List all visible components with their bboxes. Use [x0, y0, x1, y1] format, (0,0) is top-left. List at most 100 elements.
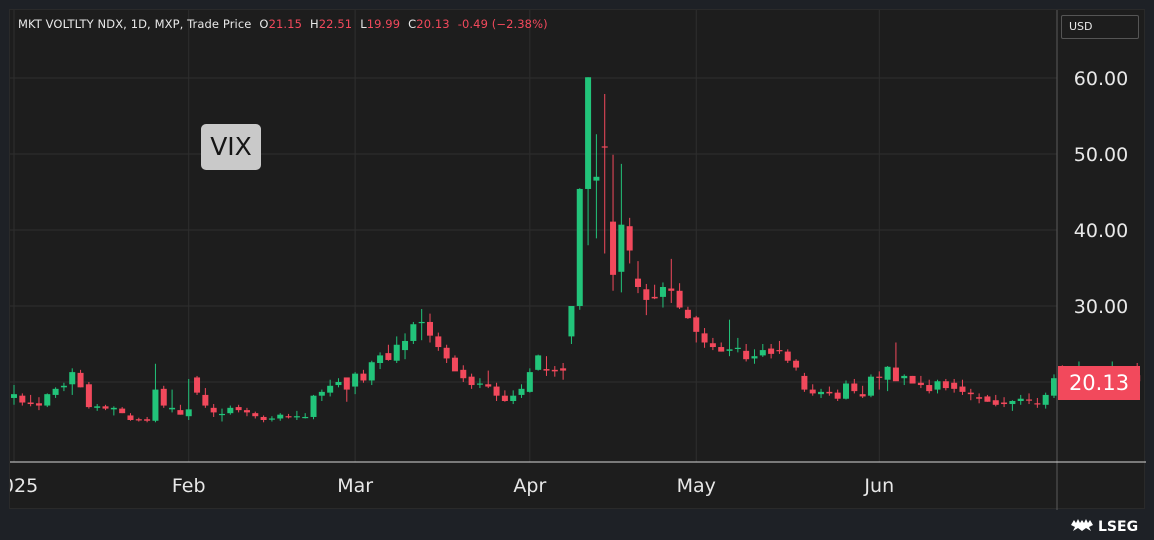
candle[interactable] — [318, 389, 325, 401]
candle[interactable] — [726, 319, 733, 357]
candle[interactable] — [285, 413, 292, 419]
candle[interactable] — [352, 372, 359, 395]
candle[interactable] — [793, 359, 800, 371]
candle[interactable] — [618, 163, 625, 293]
candle[interactable] — [551, 366, 558, 377]
candle[interactable] — [659, 282, 666, 308]
candle[interactable] — [876, 371, 883, 390]
candle[interactable] — [518, 384, 525, 398]
candle[interactable] — [934, 379, 941, 394]
candle[interactable] — [152, 363, 159, 423]
candle[interactable] — [410, 321, 417, 344]
candle[interactable] — [451, 355, 458, 372]
candle[interactable] — [493, 382, 500, 401]
candle[interactable] — [402, 333, 409, 360]
candle[interactable] — [427, 313, 433, 343]
candle[interactable] — [243, 407, 250, 417]
candle[interactable] — [310, 394, 317, 420]
candle[interactable] — [535, 354, 542, 371]
candle[interactable] — [160, 385, 167, 408]
candle[interactable] — [992, 394, 999, 407]
candle[interactable] — [135, 417, 142, 422]
candle[interactable] — [468, 373, 475, 389]
candle[interactable] — [52, 387, 59, 398]
candle[interactable] — [510, 390, 517, 405]
candle[interactable] — [302, 413, 309, 419]
candle[interactable] — [335, 378, 342, 388]
candle[interactable] — [967, 388, 974, 401]
candle[interactable] — [784, 349, 791, 363]
candle[interactable] — [709, 337, 716, 351]
candle[interactable] — [1001, 397, 1008, 408]
candle[interactable] — [826, 386, 833, 396]
candle[interactable] — [268, 416, 275, 422]
candle[interactable] — [11, 385, 17, 405]
candle[interactable] — [77, 369, 84, 388]
candle[interactable] — [526, 368, 533, 393]
candle[interactable] — [102, 404, 109, 411]
candle[interactable] — [884, 366, 891, 392]
candle[interactable] — [926, 379, 933, 394]
candle[interactable] — [851, 378, 858, 394]
candle[interactable] — [169, 389, 176, 413]
candle[interactable] — [19, 393, 26, 406]
candle[interactable] — [734, 337, 741, 353]
candle[interactable] — [867, 374, 874, 398]
candle[interactable] — [751, 349, 758, 364]
candle[interactable] — [718, 342, 725, 352]
candle[interactable] — [235, 404, 242, 413]
candle[interactable] — [393, 336, 400, 363]
candle[interactable] — [576, 188, 583, 310]
currency-selector[interactable]: USD — [1061, 15, 1139, 39]
candle[interactable] — [385, 344, 392, 361]
candle[interactable] — [110, 406, 117, 416]
candle[interactable] — [327, 379, 334, 397]
candle[interactable] — [227, 405, 234, 415]
candle[interactable] — [27, 394, 34, 407]
candle[interactable] — [293, 410, 300, 420]
candle[interactable] — [610, 154, 617, 291]
candle[interactable] — [743, 344, 750, 362]
candle[interactable] — [185, 378, 192, 420]
candle[interactable] — [776, 340, 783, 354]
candle[interactable] — [69, 368, 76, 395]
candle[interactable] — [501, 390, 508, 402]
candle[interactable] — [177, 404, 184, 415]
candle[interactable] — [942, 378, 949, 391]
candle[interactable] — [560, 363, 567, 380]
candle[interactable] — [768, 344, 775, 359]
candle[interactable] — [194, 375, 201, 395]
candle[interactable] — [368, 360, 375, 386]
candle[interactable] — [951, 378, 958, 393]
candle[interactable] — [85, 382, 92, 409]
candle[interactable] — [651, 284, 658, 300]
candle[interactable] — [635, 261, 641, 294]
candle[interactable] — [901, 374, 908, 386]
candle[interactable] — [568, 306, 575, 344]
candle[interactable] — [252, 411, 259, 419]
candle[interactable] — [1051, 374, 1057, 398]
candle[interactable] — [127, 413, 134, 421]
candle[interactable] — [843, 380, 849, 400]
candle[interactable] — [443, 344, 450, 363]
candle[interactable] — [210, 404, 217, 417]
candle[interactable] — [1034, 397, 1041, 408]
candle[interactable] — [818, 388, 825, 398]
candle[interactable] — [759, 344, 766, 357]
candle[interactable] — [44, 393, 51, 408]
candle[interactable] — [277, 413, 284, 421]
candle[interactable] — [35, 397, 42, 411]
candle[interactable] — [626, 217, 633, 264]
candle[interactable] — [585, 77, 592, 246]
candle[interactable] — [119, 407, 126, 414]
candle[interactable] — [593, 134, 600, 239]
candle[interactable] — [909, 375, 916, 384]
candle[interactable] — [377, 352, 384, 370]
candle[interactable] — [60, 382, 67, 392]
candlestick-chart[interactable]: 60.00 50.00 40.00 30.00 2025 Feb Mar Apr May Jun — [10, 10, 1146, 510]
candle[interactable] — [801, 372, 808, 392]
candle[interactable] — [219, 408, 225, 422]
candle[interactable] — [684, 306, 691, 319]
candle[interactable] — [892, 342, 899, 382]
candle[interactable] — [1042, 392, 1049, 409]
